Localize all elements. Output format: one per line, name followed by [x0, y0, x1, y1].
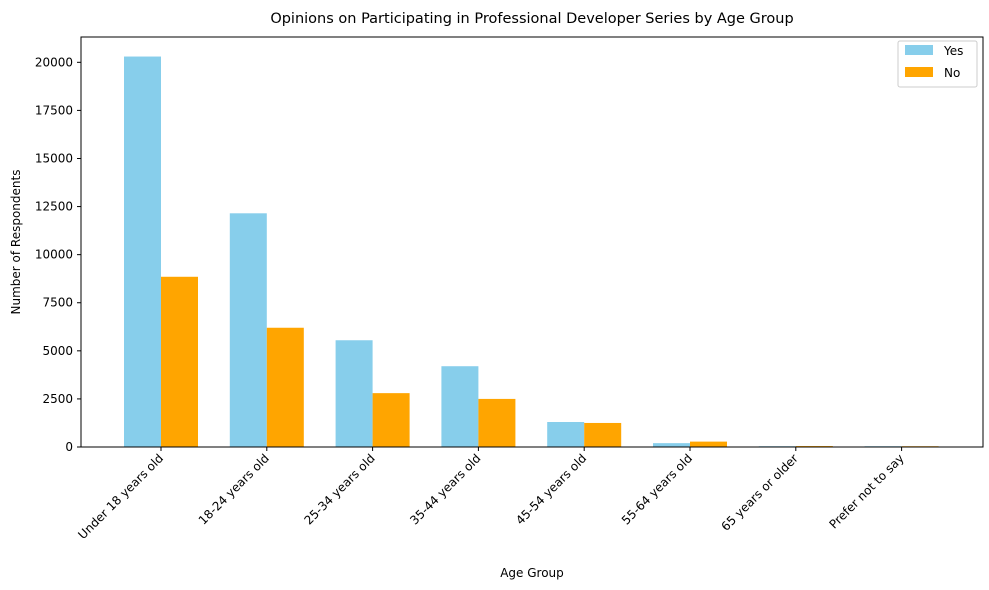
y-tick-label: 20000 [35, 55, 73, 69]
x-tick-label: 25-34 years old [301, 451, 377, 527]
legend: Yes No [897, 40, 978, 88]
x-tick-label: Prefer not to say [826, 451, 906, 531]
bar-no-3 [478, 398, 516, 447]
y-axis-ticks: 0 2500 5000 7500 10000 12500 15000 17500 20000 [35, 55, 81, 454]
x-axis-ticks: Under 18 years old 18-24 years old 25-34 y… [75, 447, 907, 542]
x-tick-label: 35-44 years old [407, 451, 483, 527]
x-tick-label: 55-64 years old [619, 451, 695, 527]
bar-yes-1 [229, 213, 267, 447]
bar-yes-2 [335, 340, 373, 447]
plot-frame [80, 36, 984, 448]
legend-swatch-no [905, 67, 933, 77]
legend-swatch-yes [905, 45, 933, 55]
bar-no-5 [690, 441, 727, 447]
bar-yes-4 [547, 422, 585, 447]
y-tick-label: 0 [65, 440, 73, 454]
bar-yes-0 [124, 56, 161, 447]
bar-yes-5 [653, 443, 690, 447]
bar-no-0 [161, 276, 198, 447]
x-tick-label: Under 18 years old [75, 451, 166, 542]
y-tick-label: 7500 [42, 296, 73, 310]
y-tick-label: 10000 [35, 248, 73, 262]
legend-label-yes: Yes [943, 44, 963, 58]
x-tick-label: 18-24 years old [196, 451, 272, 527]
x-tick-label: 45-54 years old [513, 451, 589, 527]
bar-no-4 [584, 422, 622, 447]
bar-no-2 [372, 393, 410, 447]
y-tick-label: 5000 [42, 344, 73, 358]
y-tick-label: 2500 [42, 392, 73, 406]
x-axis-label: Age Group [500, 566, 564, 580]
bars [124, 56, 939, 447]
legend-label-no: No [944, 66, 960, 80]
y-tick-label: 17500 [35, 103, 73, 117]
y-tick-label: 15000 [35, 151, 73, 165]
bar-yes-3 [441, 366, 479, 447]
bar-no-1 [266, 327, 304, 447]
y-axis-label: Number of Respondents [9, 170, 23, 315]
chart-title: Opinions on Participating in Professiona… [270, 11, 793, 27]
x-tick-label: 65 years or older [718, 451, 801, 534]
y-tick-label: 12500 [35, 200, 73, 214]
